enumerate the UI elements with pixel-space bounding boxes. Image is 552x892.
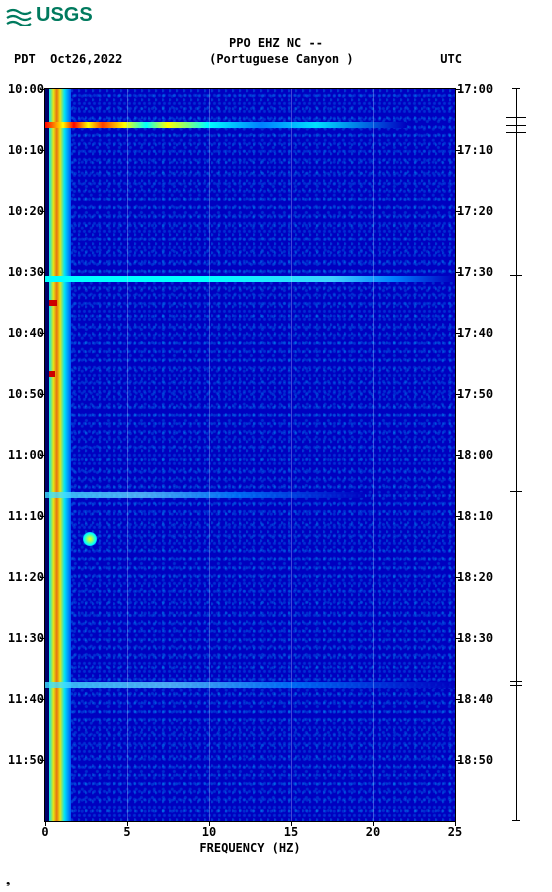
y-right-tickmark xyxy=(455,150,460,151)
y-left-tickmark xyxy=(40,272,45,273)
gridline xyxy=(209,89,210,821)
tz-left: PDT xyxy=(14,52,36,66)
footer-caret: ❟ xyxy=(6,874,10,888)
y-left-label: 11:30 xyxy=(8,631,44,645)
red-blip xyxy=(49,300,57,306)
y-left-tickmark xyxy=(40,760,45,761)
y-left-label: 10:30 xyxy=(8,265,44,279)
y-left-label: 10:00 xyxy=(8,82,44,96)
usgs-logo: USGS xyxy=(6,4,93,27)
y-right-tickmark xyxy=(455,638,460,639)
chart-header: PPO EHZ NC -- PDT Oct26,2022 (Portuguese… xyxy=(0,36,552,66)
y-right-tickmark xyxy=(455,455,460,456)
logo-text: USGS xyxy=(36,4,93,27)
y-left-tickmark xyxy=(40,394,45,395)
y-right-tickmark xyxy=(455,333,460,334)
y-left-label: 11:20 xyxy=(8,570,44,584)
y-left-label: 10:20 xyxy=(8,204,44,218)
right-event-scale xyxy=(516,88,517,820)
y-left-tickmark xyxy=(40,211,45,212)
tz-right: UTC xyxy=(440,52,462,66)
y-right-label: 18:50 xyxy=(457,753,493,767)
gridline xyxy=(127,89,128,821)
y-right-tickmark xyxy=(455,760,460,761)
seismic-event xyxy=(45,122,406,128)
seismic-event xyxy=(45,276,455,282)
x-tick-label: 15 xyxy=(284,825,298,839)
red-blip xyxy=(49,371,55,377)
y-left-tickmark xyxy=(40,699,45,700)
station-name: (Portuguese Canyon ) xyxy=(209,52,354,66)
y-right-label: 18:00 xyxy=(457,448,493,462)
y-right-label: 17:00 xyxy=(457,82,493,96)
y-right-tickmark xyxy=(455,394,460,395)
noise-texture xyxy=(71,89,455,821)
y-left-tickmark xyxy=(40,89,45,90)
scale-mark xyxy=(510,491,522,492)
x-tick-label: 20 xyxy=(366,825,380,839)
y-left-label: 11:40 xyxy=(8,692,44,706)
x-axis-label: FREQUENCY (HZ) xyxy=(199,841,300,855)
y-right-tickmark xyxy=(455,577,460,578)
y-right-label: 17:50 xyxy=(457,387,493,401)
y-left-label: 11:10 xyxy=(8,509,44,523)
y-right-label: 17:20 xyxy=(457,204,493,218)
gridline xyxy=(291,89,292,821)
date: Oct26,2022 xyxy=(50,52,122,66)
y-right-label: 17:40 xyxy=(457,326,493,340)
y-right-tickmark xyxy=(455,516,460,517)
scale-mark xyxy=(506,125,526,126)
x-tick-label: 5 xyxy=(123,825,130,839)
y-left-tickmark xyxy=(40,333,45,334)
y-left-label: 10:10 xyxy=(8,143,44,157)
y-right-tickmark xyxy=(455,89,460,90)
y-left-label: 11:50 xyxy=(8,753,44,767)
x-tickmark xyxy=(127,821,128,826)
y-left-tickmark xyxy=(40,577,45,578)
x-tickmark xyxy=(373,821,374,826)
y-right-label: 17:30 xyxy=(457,265,493,279)
seismic-event xyxy=(45,682,455,688)
scale-mark xyxy=(510,275,522,276)
y-left-label: 10:50 xyxy=(8,387,44,401)
y-right-label: 18:10 xyxy=(457,509,493,523)
scale-mark xyxy=(506,117,526,118)
y-right-tickmark xyxy=(455,211,460,212)
scale-mark xyxy=(510,681,522,682)
y-left-tickmark xyxy=(40,638,45,639)
scale-mark xyxy=(510,685,522,686)
y-left-tickmark xyxy=(40,516,45,517)
station-code: PPO EHZ NC -- xyxy=(0,36,552,50)
y-right-tickmark xyxy=(455,699,460,700)
lowfreq-band xyxy=(49,89,71,821)
y-right-label: 17:10 xyxy=(457,143,493,157)
x-tickmark xyxy=(291,821,292,826)
y-left-tickmark xyxy=(40,455,45,456)
y-right-tickmark xyxy=(455,272,460,273)
y-left-tickmark xyxy=(40,150,45,151)
spectrogram-plot: 10:0017:0010:1017:1010:2017:2010:3017:30… xyxy=(44,88,456,822)
x-tickmark xyxy=(209,821,210,826)
scale-cap xyxy=(512,88,520,89)
x-tick-label: 0 xyxy=(41,825,48,839)
gridline xyxy=(373,89,374,821)
scale-cap xyxy=(512,820,520,821)
x-tick-label: 10 xyxy=(202,825,216,839)
scale-mark xyxy=(506,132,526,133)
x-tickmark xyxy=(45,821,46,826)
seismic-event xyxy=(45,492,365,498)
y-left-label: 10:40 xyxy=(8,326,44,340)
x-tick-label: 25 xyxy=(448,825,462,839)
y-left-label: 11:00 xyxy=(8,448,44,462)
y-right-label: 18:40 xyxy=(457,692,493,706)
y-right-label: 18:30 xyxy=(457,631,493,645)
y-right-label: 18:20 xyxy=(457,570,493,584)
x-tickmark xyxy=(455,821,456,826)
